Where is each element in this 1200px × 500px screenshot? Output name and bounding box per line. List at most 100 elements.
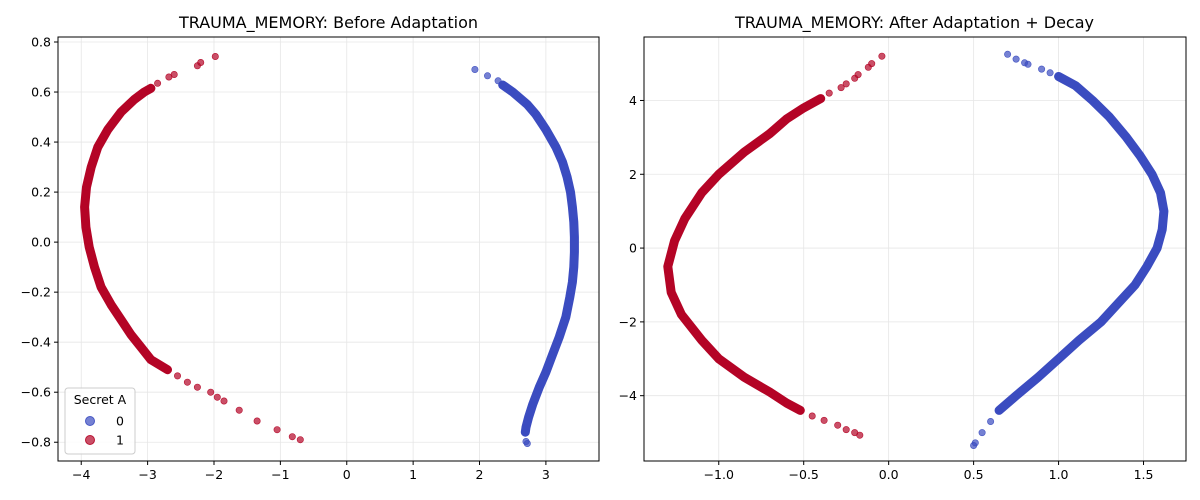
scatter-point-class-1 [174, 372, 182, 380]
scatter-point-class-1 [183, 378, 191, 386]
scatter-point-class-1 [117, 108, 125, 116]
scatter-point-class-0 [568, 203, 576, 211]
x-tick-label: −0.5 [789, 467, 819, 482]
y-tick-label: −0.4 [21, 335, 51, 350]
scatter-point-class-0 [532, 111, 540, 119]
legend-label-1: 1 [116, 433, 124, 448]
scatter-point-class-1 [817, 95, 825, 103]
scatter-point-class-1 [667, 288, 675, 296]
scatter-point-class-0 [570, 248, 578, 256]
scatter-point-class-0 [566, 293, 574, 301]
chart-title-after: TRAUMA_MEMORY: After Adaptation + Decay [734, 13, 1094, 33]
y-tick-label: −4 [619, 388, 637, 403]
x-tick-label: 0 [343, 467, 351, 482]
x-tick-label: 3 [542, 467, 550, 482]
y-tick-label: 4 [629, 93, 637, 108]
y-tick-label: −0.8 [21, 435, 51, 450]
scatter-point-class-0 [1046, 69, 1054, 77]
scatter-point-class-1 [83, 183, 91, 191]
scatter-point-class-0 [525, 413, 533, 421]
scatter-point-class-0 [1106, 113, 1114, 121]
scatter-point-class-0 [494, 77, 502, 85]
scatter-point-class-1 [97, 283, 105, 291]
scatter-point-class-1 [147, 356, 155, 364]
scatter-point-class-0 [558, 158, 566, 166]
scatter-point-class-1 [837, 84, 845, 92]
scatter-point-class-1 [154, 79, 162, 87]
scatter-point-class-0 [1114, 299, 1122, 307]
x-tick-label: −1.0 [704, 467, 734, 482]
plot-frame-after [643, 36, 1187, 462]
x-axis-after: −1.0 −0.5 0.0 0.5 1.0 1.5 [704, 461, 1153, 482]
scatter-point-class-1 [273, 426, 281, 434]
scatter-point-class-0 [1143, 262, 1151, 270]
scatter-point-class-1 [87, 163, 95, 171]
scatter-point-class-1 [117, 316, 125, 324]
chart-title-before: TRAUMA_MEMORY: Before Adaptation [178, 13, 478, 33]
scatter-point-class-0 [570, 263, 578, 271]
y-tick-label: 2 [629, 167, 637, 182]
scatter-point-class-1 [800, 104, 808, 112]
scatter-point-class-0 [568, 278, 576, 286]
grid-before [58, 37, 599, 461]
marks-after [663, 50, 1169, 449]
series-band-0-after [994, 72, 1169, 415]
x-tick-label: 1.0 [1049, 467, 1069, 482]
plot-frame-before [57, 36, 600, 462]
scatter-point-class-0 [523, 101, 531, 109]
scatter-point-class-0 [1160, 207, 1168, 215]
scatter-point-class-1 [834, 421, 842, 429]
scatter-point-class-0 [521, 428, 529, 436]
scatter-point-class-1 [766, 388, 774, 396]
scatter-point-class-0 [1012, 392, 1020, 400]
y-tick-label: 0.4 [31, 135, 51, 150]
scatter-point-class-0 [1123, 133, 1131, 141]
scatter-point-class-1 [91, 263, 99, 271]
scatter-point-class-0 [542, 368, 550, 376]
scatter-point-class-0 [1148, 170, 1156, 178]
scatter-point-class-0 [1072, 82, 1080, 90]
legend-marker-1 [85, 435, 95, 445]
scatter-point-class-1 [851, 74, 859, 82]
scatter-point-class-0 [1136, 152, 1144, 160]
scatter-point-class-0 [548, 351, 556, 359]
scatter-point-class-1 [296, 436, 304, 444]
scatter-point-class-1 [664, 262, 672, 270]
scatter-point-class-1 [193, 383, 201, 391]
scatter-point-class-1 [842, 80, 850, 88]
scatter-point-class-0 [1038, 65, 1046, 73]
scatter-point-class-1 [740, 148, 748, 156]
scatter-point-class-1 [698, 336, 706, 344]
scatter-point-class-1 [783, 115, 791, 123]
scatter-point-class-1 [820, 416, 828, 424]
scatter-panel-before: TRAUMA_MEMORY: Before Adaptation −4 −3 −2−… [21, 13, 600, 482]
scatter-point-class-1 [107, 301, 115, 309]
scatter-point-class-0 [509, 88, 517, 96]
scatter-point-class-0 [555, 333, 563, 341]
scatter-point-class-1 [220, 397, 228, 405]
scatter-point-class-1 [677, 310, 685, 318]
marks-before [80, 52, 579, 447]
scatter-point-class-0 [1157, 189, 1165, 197]
scatter-point-class-0 [529, 401, 537, 409]
y-tick-label: 0.8 [31, 35, 51, 50]
scatter-point-class-0 [1024, 60, 1032, 68]
scatter-point-class-0 [1097, 318, 1105, 326]
scatter-point-class-1 [140, 88, 148, 96]
scatter-point-class-0 [978, 429, 986, 437]
scatter-point-class-1 [81, 203, 89, 211]
scatter-point-class-1 [671, 237, 679, 245]
y-tick-label: 0.2 [31, 185, 51, 200]
scatter-point-class-0 [483, 72, 491, 80]
scatter-point-class-0 [570, 233, 578, 241]
scatter-point-class-0 [1153, 244, 1161, 252]
scatter-point-class-1 [681, 215, 689, 223]
scatter-point-class-0 [1012, 55, 1020, 63]
x-tick-label: −2 [205, 467, 223, 482]
scatter-point-class-0 [535, 383, 543, 391]
legend: Secret A 0 1 [64, 387, 136, 455]
scatter-point-class-1 [878, 52, 886, 60]
scatter-point-class-1 [165, 73, 173, 81]
scatter-point-class-0 [515, 94, 523, 102]
